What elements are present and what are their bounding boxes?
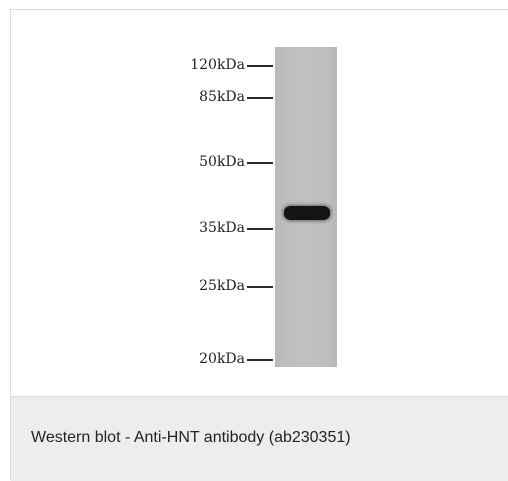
marker-label: 50kDa <box>199 154 245 170</box>
marker-35kda: 35kDa <box>161 221 273 235</box>
figure-card: 120kDa 85kDa 50kDa 35kDa 25kDa 20kDa Wes… <box>10 9 508 481</box>
marker-label: 20kDa <box>199 351 245 367</box>
marker-tick <box>247 359 273 361</box>
western-blot-image: 120kDa 85kDa 50kDa 35kDa 25kDa 20kDa <box>11 10 508 396</box>
marker-20kda: 20kDa <box>161 352 273 366</box>
marker-tick <box>247 162 273 164</box>
marker-tick <box>247 97 273 99</box>
marker-label: 35kDa <box>199 220 245 236</box>
marker-50kda: 50kDa <box>161 155 273 169</box>
caption-text: Western blot - Anti-HNT antibody (ab2303… <box>31 429 351 446</box>
marker-tick <box>247 286 273 288</box>
marker-85kda: 85kDa <box>161 90 273 104</box>
protein-band <box>284 206 330 220</box>
marker-120kda: 120kDa <box>161 58 273 72</box>
marker-tick <box>247 228 273 230</box>
marker-label: 85kDa <box>199 89 245 105</box>
figure-caption: Western blot - Anti-HNT antibody (ab2303… <box>11 396 508 481</box>
marker-label: 25kDa <box>199 278 245 294</box>
marker-tick <box>247 65 273 67</box>
marker-label: 120kDa <box>190 57 245 73</box>
marker-25kda: 25kDa <box>161 279 273 293</box>
